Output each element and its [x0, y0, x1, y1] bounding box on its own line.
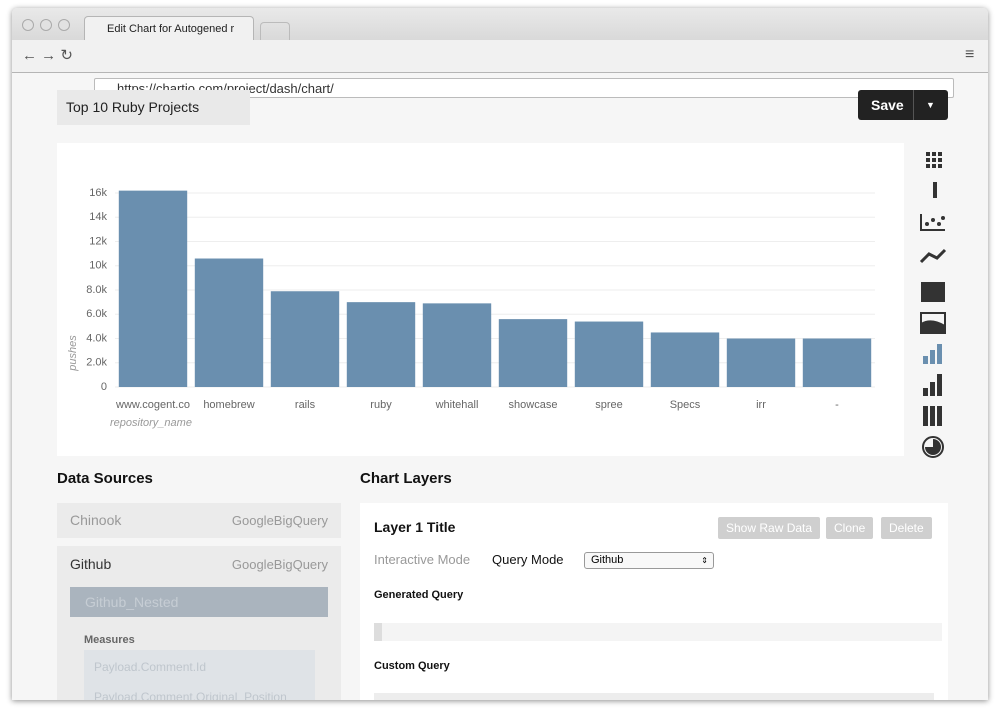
toolbar: ← → ↻ https://chartio.com/project/dash/c…: [12, 40, 988, 98]
custom-query-label: Custom Query: [374, 660, 450, 672]
generated-query-box: [374, 623, 942, 641]
measures-list: Payload.Comment.Id Payload.Comment.Origi…: [84, 650, 315, 700]
bar: [194, 258, 264, 387]
x-tick-label: ruby: [370, 399, 392, 411]
query-select[interactable]: Github ⇕: [584, 552, 714, 569]
nav-buttons[interactable]: ← → ↻: [22, 47, 73, 64]
browser-tab[interactable]: Edit Chart for Autogened r: [84, 16, 254, 40]
y-tick-label: 8.0k: [86, 284, 107, 296]
interactive-mode-tab[interactable]: Interactive Mode: [374, 552, 471, 567]
zoom-button[interactable]: [58, 19, 70, 31]
y-tick-label: 0: [101, 381, 107, 393]
data-source[interactable]: Github GoogleBigQuery Github_Nested Meas…: [57, 546, 341, 700]
bar: [802, 338, 872, 387]
x-tick-label: spree: [595, 399, 623, 411]
measures-title: Measures: [84, 634, 135, 646]
y-tick-label: 4.0k: [86, 332, 107, 344]
bar: [726, 338, 796, 387]
y-axis-label: pushes: [67, 335, 79, 372]
data-source[interactable]: Chinook GoogleBigQuery: [57, 503, 341, 538]
bar: [574, 321, 644, 387]
show-raw-data-button[interactable]: Show Raw Data: [718, 517, 821, 539]
bar: [270, 291, 340, 387]
x-axis-label: repository_name: [110, 417, 192, 429]
chart-title-input[interactable]: Top 10 Ruby Projects: [57, 90, 250, 125]
y-tick-label: 16k: [89, 187, 107, 199]
bar: [498, 319, 568, 387]
chart: pushes repository_name 0 2.0k 4.0k 6.0k 8.0k…: [57, 143, 904, 456]
select-value: Github: [591, 554, 624, 566]
x-tick-label: whitehall: [435, 399, 479, 411]
close-button[interactable]: [22, 19, 34, 31]
new-tab[interactable]: [260, 22, 290, 41]
tab-bar: Edit Chart for Autogened r: [12, 8, 988, 41]
x-tick-label: -: [835, 399, 839, 411]
source-type: GoogleBigQuery: [231, 557, 328, 572]
save-button[interactable]: Save ▼: [858, 90, 948, 120]
clone-button[interactable]: Clone: [826, 517, 874, 539]
table-item[interactable]: Github_Nested: [70, 587, 328, 617]
data-sources-title: Data Sources: [57, 470, 153, 487]
custom-query-box[interactable]: [374, 693, 934, 700]
bar: [118, 190, 188, 387]
delete-button[interactable]: Delete: [881, 517, 932, 539]
y-tick-label: 14k: [89, 211, 107, 223]
save-label: Save: [871, 97, 904, 113]
layer-panel: Layer 1 Title Show Raw Data Clone Delete…: [360, 503, 948, 700]
y-tick-label: 12k: [89, 235, 107, 247]
browser-window: Edit Chart for Autogened r ← → ↻ https:/…: [12, 8, 988, 700]
measure-item[interactable]: Payload.Comment.Id: [94, 660, 207, 674]
query-mode-tab[interactable]: Query Mode: [492, 552, 564, 567]
x-tick-label: showcase: [509, 399, 558, 411]
minimize-button[interactable]: [40, 19, 52, 31]
x-tick-label: Specs: [670, 399, 701, 411]
chart-layers-title: Chart Layers: [360, 470, 452, 487]
chart-type-icons[interactable]: [917, 148, 953, 458]
measure-item[interactable]: Payload.Comment.Original_Position: [94, 690, 287, 700]
x-tick-label: homebrew: [203, 399, 254, 411]
menu-button[interactable]: ≡: [965, 46, 975, 63]
bar: [346, 302, 416, 387]
y-tick-label: 2.0k: [86, 357, 107, 369]
x-tick-label: irr: [756, 399, 766, 411]
x-tick-label: rails: [295, 399, 316, 411]
source-name: Github: [70, 556, 112, 572]
y-tick-label: 6.0k: [86, 308, 107, 320]
bar: [422, 303, 492, 387]
generated-query-label: Generated Query: [374, 589, 464, 601]
y-tick-label: 10k: [89, 260, 107, 272]
bar: [650, 332, 720, 387]
x-tick-label: www.cogent.co: [115, 399, 190, 411]
layer-title[interactable]: Layer 1 Title: [374, 519, 456, 535]
source-type: GoogleBigQuery: [231, 513, 328, 528]
source-name: Chinook: [70, 512, 122, 528]
